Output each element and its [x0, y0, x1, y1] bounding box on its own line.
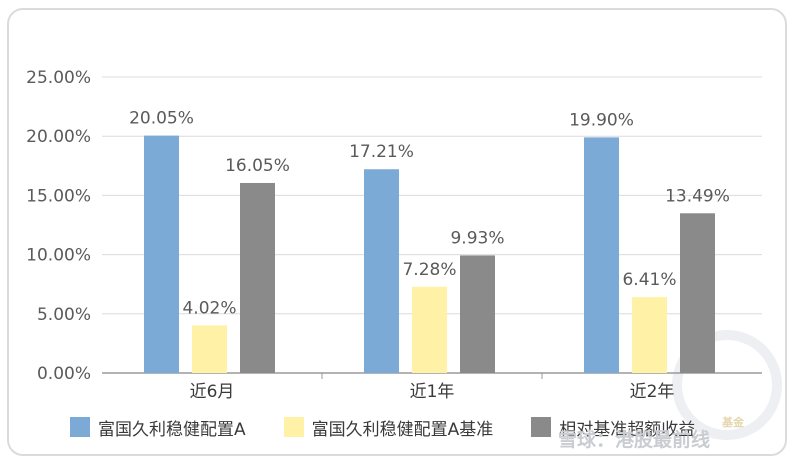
- data-label: 16.05%: [225, 156, 290, 176]
- legend-item-excess: 相对基准超额收益: [531, 415, 695, 440]
- legend-item-benchmark: 富国久利稳健配置A基准: [283, 415, 494, 440]
- y-tick-label: 10.00%: [26, 246, 91, 266]
- data-label: 17.21%: [349, 142, 414, 162]
- legend-label-fund: 富国久利稳健配置A: [98, 419, 246, 440]
- bar: [680, 213, 715, 373]
- x-category-label: 近2年: [630, 382, 675, 402]
- data-label: 9.93%: [450, 228, 504, 248]
- y-tick-label: 20.00%: [26, 127, 91, 147]
- legend-swatch-excess: [531, 417, 552, 437]
- x-category-label: 近1年: [410, 382, 455, 402]
- legend-label-benchmark: 富国久利稳健配置A基准: [311, 419, 494, 440]
- data-label: 13.49%: [665, 186, 730, 206]
- legend: 富国久利稳健配置A 富国久利稳健配置A基准 相对基准超额收益: [70, 412, 733, 442]
- bar: [364, 169, 399, 373]
- bar: [412, 286, 447, 373]
- y-tick-label: 0.00%: [37, 364, 91, 384]
- bar: [460, 255, 495, 373]
- y-tick-label: 15.00%: [26, 186, 91, 206]
- x-category-label: 近6月: [190, 382, 235, 402]
- bar: [144, 135, 179, 373]
- legend-swatch-fund: [70, 417, 90, 437]
- watermark-logo-icon: [672, 330, 782, 440]
- legend-label-excess: 相对基准超额收益: [559, 419, 696, 440]
- y-tick-label: 5.00%: [37, 305, 91, 325]
- legend-item-fund: 富国久利稳健配置A: [70, 415, 246, 440]
- bar: [632, 297, 667, 373]
- bar: [192, 325, 227, 373]
- watermark-text: 雪球：港股最前线: [558, 429, 711, 451]
- data-label: 6.41%: [622, 270, 676, 290]
- data-label: 4.02%: [182, 298, 236, 318]
- data-label: 7.28%: [402, 260, 456, 280]
- y-tick-label: 25.00%: [26, 68, 91, 88]
- data-label: 19.90%: [569, 110, 634, 130]
- data-label: 20.05%: [129, 109, 194, 129]
- bar: [584, 137, 619, 373]
- legend-swatch-benchmark: [283, 417, 304, 437]
- watermark-sub: 基金: [722, 416, 744, 429]
- bar: [240, 182, 275, 373]
